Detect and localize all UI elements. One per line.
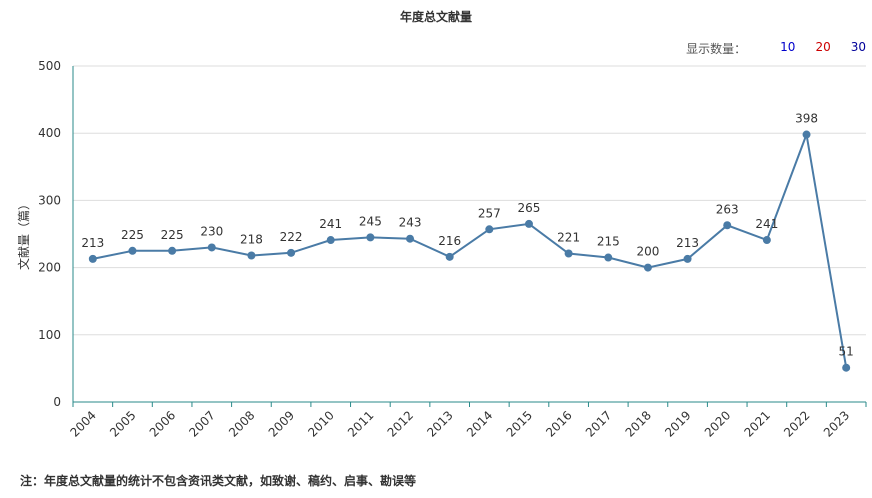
data-point-2022[interactable] xyxy=(802,130,811,139)
display-count-control: 显示数量： 10 20 30 xyxy=(686,40,866,57)
data-label-2021: 241 xyxy=(755,217,778,231)
y-tick-label: 100 xyxy=(38,328,61,342)
data-label-2019: 213 xyxy=(676,236,699,250)
data-labels: 213 225 225 230 218 222 241 245 243 216 257 265 221 2… xyxy=(81,112,853,359)
display-count-label: 显示数量： xyxy=(686,42,747,56)
data-label-2020: 263 xyxy=(716,202,739,216)
data-point-2005[interactable] xyxy=(128,246,137,255)
data-label-2010: 241 xyxy=(319,217,342,231)
data-point-2013[interactable] xyxy=(445,252,454,261)
data-label-2016: 221 xyxy=(557,230,580,244)
x-tick-label: 2012 xyxy=(385,408,416,439)
data-label-2007: 230 xyxy=(200,224,223,238)
data-label-2022: 398 xyxy=(795,112,818,126)
data-point-2006[interactable] xyxy=(168,246,177,255)
y-tick-label: 400 xyxy=(38,126,61,140)
chart-title: 年度总文献量 xyxy=(399,10,472,24)
x-tick-label: 2006 xyxy=(147,408,178,439)
data-label-2009: 222 xyxy=(280,230,303,244)
x-tick-label: 2020 xyxy=(702,408,733,439)
x-tick-label: 2013 xyxy=(424,408,455,439)
x-tick-label: 2007 xyxy=(186,408,217,439)
data-point-2010[interactable] xyxy=(326,236,335,245)
grid-lines xyxy=(73,65,866,336)
data-point-2016[interactable] xyxy=(564,249,573,258)
x-tick-label: 2009 xyxy=(266,408,297,439)
display-count-option-30[interactable]: 30 xyxy=(850,40,866,54)
data-point-2018[interactable] xyxy=(643,263,652,272)
data-point-2023[interactable] xyxy=(842,363,851,372)
data-label-2004: 213 xyxy=(81,236,104,250)
x-tick-label: 2023 xyxy=(821,408,852,439)
x-tick-label: 2015 xyxy=(504,408,535,439)
data-label-2023: 51 xyxy=(839,345,854,359)
data-points xyxy=(88,130,851,372)
y-tick-labels: 0 100 200 300 400 500 xyxy=(38,59,61,409)
y-tick-label: 500 xyxy=(38,59,61,73)
x-tick-label: 2018 xyxy=(623,408,654,439)
data-label-2015: 265 xyxy=(518,201,541,215)
x-tick-label: 2011 xyxy=(345,408,376,439)
data-point-2009[interactable] xyxy=(287,248,296,257)
data-point-2007[interactable] xyxy=(207,243,216,252)
x-tick-label: 2022 xyxy=(781,408,812,439)
data-label-2006: 225 xyxy=(161,228,184,242)
data-point-2020[interactable] xyxy=(723,221,732,230)
data-point-2017[interactable] xyxy=(604,253,613,262)
data-label-2017: 215 xyxy=(597,235,620,249)
data-label-2011: 245 xyxy=(359,214,382,228)
data-label-2018: 200 xyxy=(636,245,659,259)
y-tick-label: 200 xyxy=(38,261,61,275)
axes xyxy=(72,66,867,407)
x-tick-label: 2004 xyxy=(67,408,98,439)
x-tick-label: 2008 xyxy=(226,408,257,439)
data-label-2012: 243 xyxy=(399,216,422,230)
data-point-2021[interactable] xyxy=(762,236,771,245)
data-point-2008[interactable] xyxy=(247,251,256,260)
data-point-2019[interactable] xyxy=(683,254,692,263)
x-tick-label: 2005 xyxy=(107,408,138,439)
y-tick-label: 300 xyxy=(38,193,61,207)
data-point-2015[interactable] xyxy=(524,219,533,228)
x-tick-label: 2021 xyxy=(741,408,772,439)
x-tick-label: 2010 xyxy=(305,408,336,439)
display-count-option-20[interactable]: 20 xyxy=(815,40,831,54)
data-label-2008: 218 xyxy=(240,233,263,247)
y-axis-label: 文献量（篇） xyxy=(16,198,31,270)
data-point-2004[interactable] xyxy=(88,254,97,263)
x-tick-labels: 2004 2005 2006 2007 2008 2009 2010 2011 2012 2013… xyxy=(67,408,852,439)
data-point-2012[interactable] xyxy=(406,234,415,243)
series-line xyxy=(92,130,848,368)
data-point-2011[interactable] xyxy=(366,233,375,242)
x-tick-label: 2016 xyxy=(543,408,574,439)
data-label-2014: 257 xyxy=(478,206,501,220)
data-label-2013: 216 xyxy=(438,234,461,248)
y-tick-label: 0 xyxy=(53,395,61,409)
data-point-2014[interactable] xyxy=(485,225,494,234)
x-tick-label: 2017 xyxy=(583,408,614,439)
footnote: 注：年度总文献量的统计不包含资讯类文献，如致谢、稿约、启事、勘误等 xyxy=(20,474,417,488)
display-count-option-10[interactable]: 10 xyxy=(780,40,796,54)
x-tick-label: 2019 xyxy=(662,408,693,439)
data-label-2005: 225 xyxy=(121,228,144,242)
x-tick-label: 2014 xyxy=(464,408,495,439)
